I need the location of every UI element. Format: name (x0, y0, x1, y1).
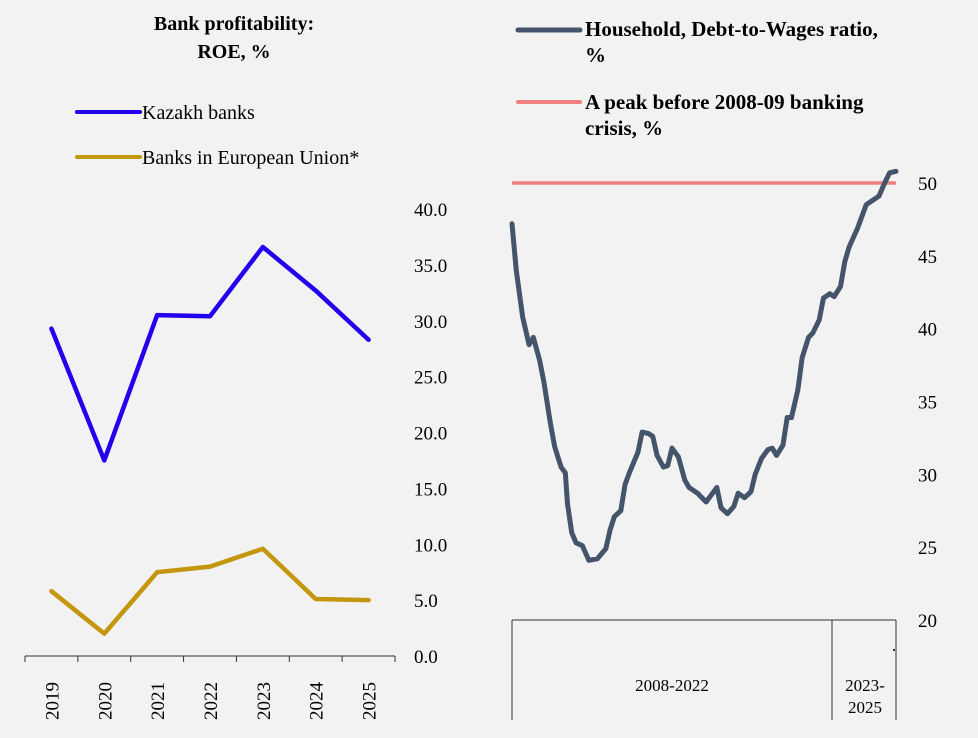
right-chart: Household, Debt-to-Wages ratio, % A peak… (509, 17, 937, 720)
y-tick-label: 10.0 (414, 535, 447, 556)
y-tick-label: 30.0 (414, 312, 447, 333)
legend-label-eu-banks: Banks in European Union* (142, 147, 359, 169)
x-tick-label: 2022 (201, 682, 222, 720)
x-group-label-2023-2025-line2: 2025 (848, 698, 882, 717)
y-tick-label: 5.0 (414, 591, 438, 612)
right-series (509, 168, 899, 563)
legend-label-pre-crisis-peak-line1: A peak before 2008-09 banking (585, 90, 864, 114)
right-legend: Household, Debt-to-Wages ratio, % A peak… (515, 17, 878, 140)
x-tick-label: 2020 (95, 682, 116, 720)
x-tick-label: 2021 (148, 682, 169, 720)
y-tick-label: 45 (918, 247, 937, 268)
y-tick-label: 35.0 (414, 256, 447, 277)
y-tick-label: 40.0 (414, 200, 447, 221)
y-tick-label: 0.0 (414, 647, 438, 668)
legend-label-kazakh-banks: Kazakh banks (142, 102, 255, 124)
y-tick-label: 25 (918, 538, 937, 559)
y-tick-label: 30 (918, 465, 937, 486)
x-tick-label: 2023 (254, 682, 275, 720)
left-series (49, 244, 371, 636)
left-chart: Bank profitability: ROE, % Kazakh banks … (24, 13, 447, 721)
y-tick-label: 25.0 (414, 368, 447, 389)
series-line-debt-to-wages (509, 168, 899, 563)
y-tick-label: 50 (918, 174, 937, 195)
series-line-eu-banks (49, 546, 371, 636)
left-chart-title-line2: ROE, % (197, 41, 270, 63)
left-axes: 2019 2020 2021 2022 2023 2024 2025 0.0 5.0 10.0 15… (24, 200, 447, 721)
legend-label-debt-to-wages-line1: Household, Debt-to-Wages ratio, (585, 17, 878, 41)
x-group-label-2023-2025-line1: 2023- (845, 676, 885, 695)
y-tick-label: 35 (918, 393, 937, 414)
legend-label-pre-crisis-peak-line2: crisis, % (585, 116, 663, 140)
left-legend: Kazakh banks Banks in European Union* (75, 102, 359, 169)
left-chart-title-line1: Bank profitability: (154, 13, 314, 35)
x-tick-label: 2024 (307, 682, 328, 721)
x-tick-label: 2025 (360, 682, 381, 720)
y-tick-label: 40 (918, 320, 937, 341)
y-tick-label: 15.0 (414, 479, 447, 500)
series-line-kazakh-banks (49, 244, 371, 463)
y-tick-label: 20 (918, 611, 937, 632)
x-tick-label: 2019 (42, 682, 63, 720)
axis-mark (893, 649, 895, 651)
legend-label-debt-to-wages-line2: % (585, 43, 606, 67)
x-group-label-2008-2022: 2008-2022 (635, 676, 709, 695)
y-tick-label: 20.0 (414, 424, 447, 445)
